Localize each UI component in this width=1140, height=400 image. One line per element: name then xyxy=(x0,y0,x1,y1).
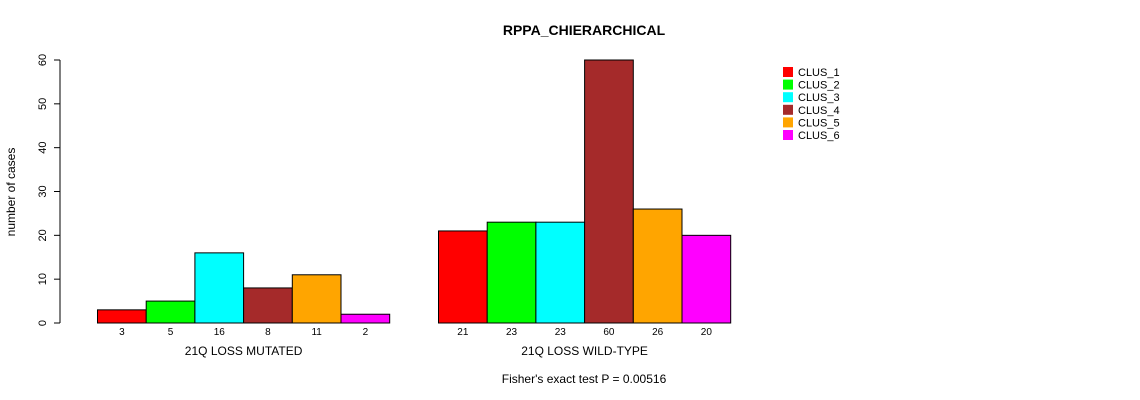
group-label-1: 21Q LOSS MUTATED xyxy=(185,344,303,358)
bar-clus-2-group-1 xyxy=(145,300,196,324)
bar-clus-3-group-2 xyxy=(535,221,586,324)
y-tick-label: 0 xyxy=(37,320,49,326)
legend-swatch-3 xyxy=(783,92,793,103)
legend-swatch-6 xyxy=(783,130,793,140)
bar-clus-5-group-1 xyxy=(291,274,342,324)
count-label: 8 xyxy=(265,327,271,338)
fisher-test-footer: Fisher's exact test P = 0.00516 xyxy=(502,372,667,386)
legend-label-5: CLUS_5 xyxy=(798,117,840,129)
y-tick-label: 10 xyxy=(37,273,49,285)
y-tick-label: 30 xyxy=(37,185,49,197)
legend-label-2: CLUS_2 xyxy=(798,80,840,92)
legend-label-4: CLUS_4 xyxy=(798,105,840,117)
legend-label-3: CLUS_3 xyxy=(798,92,840,104)
count-label: 26 xyxy=(652,327,664,338)
y-axis-label: number of cases xyxy=(4,148,18,237)
bar-clus-6-group-2 xyxy=(681,234,732,324)
bar-clus-5-group-2 xyxy=(632,208,683,324)
legend-swatch-4 xyxy=(783,104,793,115)
legend-label-6: CLUS_6 xyxy=(798,130,840,142)
bar-clus-3-group-1 xyxy=(194,252,245,324)
chart-title: RPPA_CHIERARCHICAL xyxy=(503,22,666,38)
count-label: 11 xyxy=(311,327,322,338)
legend-swatch-5 xyxy=(783,117,793,128)
group-labels: 21Q LOSS MUTATED 21Q LOSS WILD-TYPE xyxy=(185,344,648,358)
count-label: 20 xyxy=(701,327,713,338)
group-label-2: 21Q LOSS WILD-TYPE xyxy=(521,344,648,358)
y-tick-label: 60 xyxy=(37,54,49,66)
count-label: 3 xyxy=(119,327,125,338)
count-label: 21 xyxy=(457,327,469,338)
y-axis: 0 10 20 30 40 50 60 xyxy=(37,54,61,326)
count-label: 5 xyxy=(168,327,174,338)
legend-swatch-2 xyxy=(783,79,793,90)
count-label: 23 xyxy=(555,327,567,338)
legend-label-1: CLUS_1 xyxy=(798,67,840,79)
bars xyxy=(97,59,732,324)
bar-clus-4-group-1 xyxy=(243,287,293,324)
count-label: 16 xyxy=(214,327,226,338)
count-label: 23 xyxy=(506,327,518,338)
count-label: 60 xyxy=(603,327,615,338)
bar-clus-1-group-2 xyxy=(438,230,488,324)
bar-clus-2-group-2 xyxy=(486,221,537,324)
bar-clus-6-group-1 xyxy=(340,313,391,324)
bar-clus-1-group-1 xyxy=(97,309,147,324)
y-tick-label: 40 xyxy=(37,142,49,154)
y-tick-label: 50 xyxy=(37,98,49,110)
y-tick-label: 20 xyxy=(37,229,49,241)
count-labels: 3 5 16 8 11 2 21 23 23 60 26 20 xyxy=(119,327,712,338)
legend-swatch-1 xyxy=(783,67,793,77)
count-label: 2 xyxy=(363,327,369,338)
bar-clus-4-group-2 xyxy=(584,59,634,324)
